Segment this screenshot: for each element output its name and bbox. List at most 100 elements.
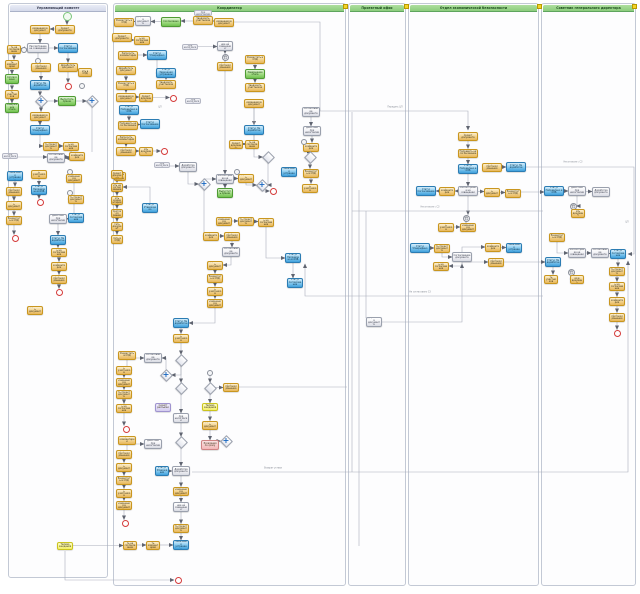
review-hub-node[interactable]: Действия при несогласии	[303, 126, 321, 136]
approved-node[interactable]: Завершение этапа	[245, 69, 265, 79]
intermediate-event-icon[interactable]	[301, 139, 307, 145]
task-node[interactable]: Доработать документ	[27, 305, 43, 315]
parallel-gateway-icon[interactable]: +	[198, 178, 212, 192]
task-node[interactable]: Подготовить проект документа	[609, 266, 625, 276]
parallel-gateway-icon[interactable]: +	[220, 435, 234, 449]
task-node[interactable]: Доработать документ	[116, 65, 136, 75]
task-node[interactable]: Доработать документ	[111, 221, 123, 231]
task-node[interactable]: Подготовить проект документа	[139, 92, 153, 102]
end-event-icon[interactable]	[169, 94, 177, 102]
task-node[interactable]: Внести изменения в документ	[173, 486, 189, 496]
status-node[interactable]: Статус Направлено в ОЭБ	[285, 253, 301, 263]
task-node[interactable]: Уведомить участников	[302, 183, 318, 193]
status-node[interactable]: Статус Замечания устранены	[156, 68, 176, 78]
review-hub-node[interactable]: Доработка документа	[179, 162, 197, 172]
gateway-diamond-icon[interactable]	[175, 436, 189, 450]
parallel-gateway-icon[interactable]: +	[256, 179, 270, 193]
task-node[interactable]: Направить на согласование	[123, 540, 137, 550]
task-node[interactable]: Подготовить проект документа	[238, 216, 254, 226]
task-node[interactable]: Разместить в СЭД	[116, 475, 132, 485]
review-hub-node[interactable]: Доработка документа	[135, 16, 151, 26]
task-node[interactable]: Оформить протокол решения	[116, 449, 132, 459]
boundary-event-icon[interactable]: @	[221, 53, 229, 61]
status-node[interactable]: Статус Согласование	[68, 213, 84, 223]
task-node[interactable]: Подготовить проект документа	[229, 139, 243, 149]
end-event-icon[interactable]	[613, 329, 621, 337]
task-node[interactable]: Внести изменения в документ	[66, 173, 82, 183]
task-node[interactable]: Внести изменения в документ	[216, 216, 232, 226]
task-node[interactable]: Направить на согласование	[7, 44, 21, 54]
status-node[interactable]: Статус Направлено в ОЭБ	[119, 105, 139, 115]
task-node[interactable]: Направить на согласование	[245, 139, 259, 149]
task-node[interactable]: Направить на согласование	[134, 35, 150, 45]
boundary-event-icon[interactable]: @	[462, 214, 470, 222]
end-event-icon[interactable]	[64, 82, 72, 90]
status-node[interactable]: Статус На доработке	[545, 257, 561, 267]
task-node[interactable]: Уведомить участников	[438, 222, 454, 232]
status-node[interactable]: Статус Согласование	[140, 119, 160, 129]
end-event-icon[interactable]	[55, 288, 63, 296]
task-node[interactable]: Разместить в СЭД	[116, 80, 136, 90]
review-hub-node[interactable]: Согласование документа	[222, 247, 240, 257]
task-node[interactable]: Внести изменения в документ	[207, 298, 223, 308]
task-node[interactable]: Оформить протокол решения	[482, 162, 502, 172]
review-hub-node[interactable]: Действия при несогласии	[144, 439, 162, 449]
task-node[interactable]: Оформить протокол решения	[6, 186, 22, 196]
end-event-icon[interactable]	[11, 234, 19, 242]
task-node[interactable]: Внести изменения в документ	[244, 98, 264, 108]
task-node[interactable]: Оформить протокол решения	[116, 146, 136, 156]
status-node[interactable]: Статус Замечания устранены	[173, 540, 189, 550]
parallel-gateway-icon[interactable]: +	[35, 95, 49, 109]
review-hub-node[interactable]: Действия при несогласии	[568, 186, 586, 196]
task-node[interactable]: Запросить комментарии	[51, 261, 67, 271]
end-event-icon[interactable]	[36, 198, 44, 206]
review-hub-node[interactable]: Рассмотрение на совещании	[216, 174, 234, 184]
task-node[interactable]: Направить на согласование	[51, 247, 67, 257]
task-node[interactable]: Разместить в СЭД	[6, 215, 22, 225]
task-node[interactable]: Подготовить проект документа	[434, 243, 450, 253]
intermediate-event-icon[interactable]	[79, 83, 85, 89]
task-node[interactable]: Внести изменения в документ	[116, 500, 132, 510]
start-event-icon[interactable]	[62, 11, 72, 21]
task-node[interactable]: Доработать документ	[116, 462, 132, 472]
task-node[interactable]: Подготовить проект документа	[116, 389, 132, 399]
status-node[interactable]: Статус Замечания устранены	[281, 167, 297, 177]
intermediate-event-icon[interactable]	[207, 370, 213, 376]
task-node[interactable]: Подготовить проект документа	[111, 169, 123, 179]
status-node[interactable]: Статус На доработке	[30, 80, 50, 90]
task-node[interactable]: Запросить комментарии	[69, 151, 85, 161]
task-node[interactable]: Доработать документ	[238, 173, 254, 183]
review-hub-node[interactable]: Рассмотрение на совещании	[27, 43, 49, 53]
task-node[interactable]: Доработать документ	[207, 260, 223, 270]
status-node[interactable]: Статус Согласование	[610, 249, 626, 259]
task-node[interactable]: Уведомить участников	[173, 333, 189, 343]
status-node[interactable]: Статус На доработке	[173, 318, 189, 328]
task-node[interactable]: Запросить комментарии	[111, 195, 123, 205]
task-node[interactable]: Оформить протокол решения	[31, 62, 51, 72]
task-node[interactable]: Доработать документ	[484, 187, 500, 197]
task-node[interactable]: Оформить протокол решения	[217, 61, 233, 71]
review-hub-node[interactable]: Рассмотрение на совещании	[217, 41, 233, 51]
task-node[interactable]: Оформить протокол решения	[51, 274, 67, 284]
status-node[interactable]: Статус Согласование	[416, 186, 436, 196]
task-node[interactable]: Направить на согласование	[458, 148, 478, 158]
task-node[interactable]: Доработать документ	[202, 420, 218, 430]
review-hub-node[interactable]: Согласование документа	[302, 107, 320, 117]
task-node[interactable]: Внести изменения в документ	[30, 24, 50, 34]
task-node[interactable]: Разместить в СЭД	[118, 350, 136, 360]
status-node[interactable]: Статус Замечания устранены	[506, 243, 522, 253]
task-node[interactable]: Запросить комментарии	[303, 142, 319, 152]
task-node[interactable]: Запросить комментарии	[5, 59, 19, 69]
task-node[interactable]: Направить на согласование	[433, 261, 449, 271]
end-event-icon[interactable]	[269, 187, 277, 195]
status-node[interactable]: Статус Замечания устранены	[7, 171, 23, 181]
task-node[interactable]: Запросить комментарии	[485, 242, 501, 252]
status-node[interactable]: Статус Утверждено	[142, 203, 158, 213]
task-node[interactable]: Уведомить участников	[116, 365, 132, 375]
task-node[interactable]: Направить на согласование	[258, 217, 274, 227]
timer-node[interactable]: Таймер ожидания	[202, 403, 218, 411]
task-node[interactable]: Направить на согласование	[111, 182, 123, 192]
task-node[interactable]: Оформить протокол решения	[224, 231, 240, 241]
task-node[interactable]: Оформить протокол решения	[488, 257, 504, 267]
gateway-diamond-icon[interactable]	[262, 151, 276, 165]
